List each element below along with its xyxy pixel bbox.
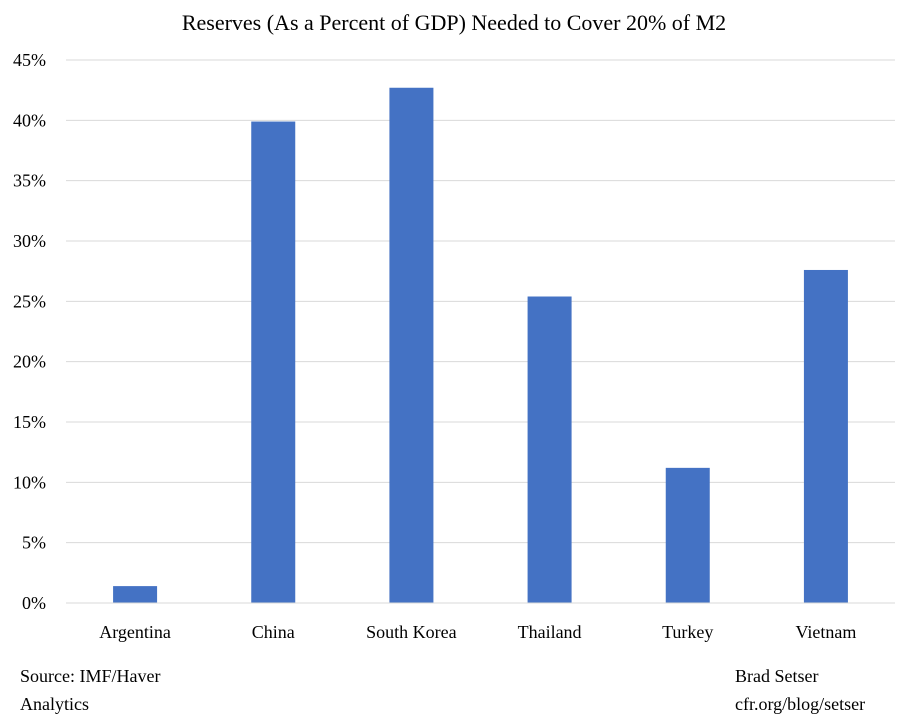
y-tick-label: 10% [13, 472, 46, 492]
bar-vietnam [803, 269, 848, 603]
y-tick-label: 20% [13, 352, 46, 372]
y-tick-label: 0% [22, 593, 46, 613]
x-category-label: China [252, 622, 295, 642]
author-credit: Brad Setser cfr.org/blog/setser [735, 666, 866, 714]
y-tick-label: 35% [13, 171, 46, 191]
y-tick-label: 15% [13, 412, 46, 432]
bar-argentina [113, 586, 158, 603]
x-axis-categories: Argentina China South Korea Thailand Turkey V… [99, 622, 856, 642]
x-category-label: South Korea [366, 622, 456, 642]
y-tick-label: 40% [13, 110, 46, 130]
bar-china [251, 121, 296, 603]
y-axis-ticks: 0% 5% 10% 15% 20% 25% 30% 35% 40% 45% [13, 50, 46, 613]
x-category-label: Turkey [662, 622, 713, 642]
y-tick-label: 25% [13, 291, 46, 311]
bar-south-korea [389, 87, 434, 603]
x-category-label: Argentina [99, 622, 171, 642]
y-tick-label: 45% [13, 50, 46, 70]
bar-thailand [527, 296, 572, 603]
gridlines [66, 59, 895, 544]
x-category-label: Thailand [518, 622, 582, 642]
bars [113, 87, 848, 603]
y-tick-label: 5% [22, 533, 46, 553]
chart-title: Reserves (As a Percent of GDP) Needed to… [182, 10, 726, 35]
y-tick-label: 30% [13, 231, 46, 251]
source-note: Source: IMF/Haver Analytics [20, 666, 161, 714]
x-category-label: Vietnam [795, 622, 856, 642]
bar-turkey [665, 467, 710, 603]
